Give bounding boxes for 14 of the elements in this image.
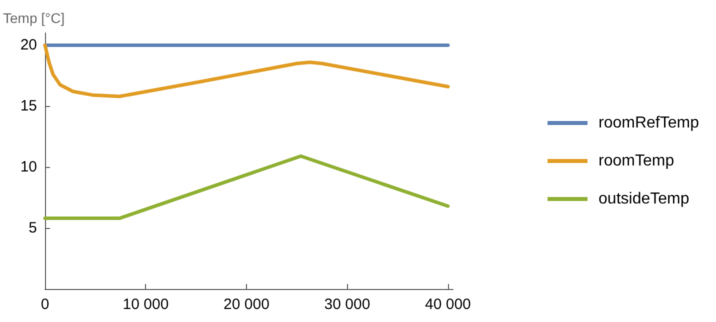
legend-label: roomRefTemp — [598, 114, 700, 132]
y-tick-label: 15 — [20, 98, 37, 115]
x-tick-label: 40 000 — [425, 296, 471, 313]
x-tick-label: 10 000 — [122, 296, 169, 313]
y-tick-label: 5 — [28, 220, 37, 237]
legend-label: outsideTemp — [598, 190, 690, 208]
x-tick-label: 0 — [40, 296, 50, 313]
line-series — [43, 43, 450, 98]
x-tick-label: 20 000 — [224, 296, 270, 313]
y-tick-label: 10 — [20, 158, 37, 176]
y-axis-title: Temp [°C] — [3, 10, 65, 26]
legend-label: roomTemp — [598, 152, 674, 170]
y-tick-label: 20 — [20, 36, 37, 54]
x-tick-label: 30 000 — [324, 296, 370, 313]
